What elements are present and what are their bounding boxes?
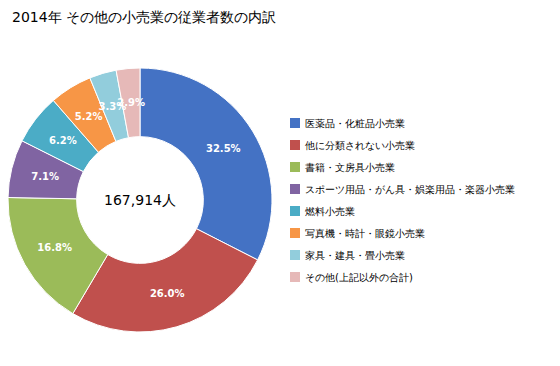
center-text: 167,914人	[104, 192, 176, 208]
legend-item: スポーツ用品・がん具・娯楽用品・楽器小売業	[290, 184, 515, 195]
data-label: 6.2%	[49, 135, 77, 146]
legend-label: 家具・建具・畳小売業	[305, 250, 405, 261]
data-label: 5.2%	[75, 111, 103, 122]
data-label: 16.8%	[37, 242, 72, 253]
legend-swatch	[290, 206, 300, 216]
data-label: 26.0%	[150, 288, 185, 299]
legend-label: 燃料小売業	[305, 206, 355, 217]
legend-item: 写真機・時計・眼鏡小売業	[290, 228, 425, 239]
slice	[8, 198, 108, 314]
legend-item: 家具・建具・畳小売業	[290, 250, 405, 261]
pie: 32.5%26.0%16.8%7.1%6.2%5.2%3.3%2.9%167,9…	[8, 68, 272, 332]
legend-label: 医薬品・化粧品小売業	[305, 118, 405, 129]
legend-swatch	[290, 250, 300, 260]
legend-item: 書籍・文房具小売業	[290, 162, 395, 173]
legend-swatch	[290, 140, 300, 150]
legend-label: 写真機・時計・眼鏡小売業	[305, 228, 425, 239]
legend-swatch	[290, 162, 300, 172]
slice	[73, 229, 258, 332]
slice	[140, 68, 272, 260]
data-label: 7.1%	[31, 171, 59, 182]
legend-swatch	[290, 228, 300, 238]
legend-item: その他(上記以外の合計)	[290, 272, 413, 283]
legend-item: 医薬品・化粧品小売業	[290, 118, 405, 129]
chart: 2014年 その他の小売業の従業者数の内訳 32.5% 26.0% 16.8% 7.1%…	[0, 0, 560, 366]
data-label: 32.5%	[206, 143, 241, 154]
legend-item: 他に分類されない小売業	[290, 140, 415, 151]
legend-swatch	[290, 118, 300, 128]
legend-label: スポーツ用品・がん具・娯楽用品・楽器小売業	[305, 184, 515, 195]
legend-label: その他(上記以外の合計)	[305, 272, 413, 283]
legend-label: 書籍・文房具小売業	[305, 162, 395, 173]
legend: 医薬品・化粧品小売業他に分類されない小売業書籍・文房具小売業スポーツ用品・がん具…	[290, 118, 515, 283]
legend-item: 燃料小売業	[290, 206, 355, 217]
legend-swatch	[290, 184, 300, 194]
data-label: 2.9%	[117, 97, 145, 108]
legend-label: 他に分類されない小売業	[305, 140, 415, 151]
legend-swatch	[290, 272, 300, 282]
title: 2014年 その他の小売業の従業者数の内訳	[12, 9, 276, 25]
